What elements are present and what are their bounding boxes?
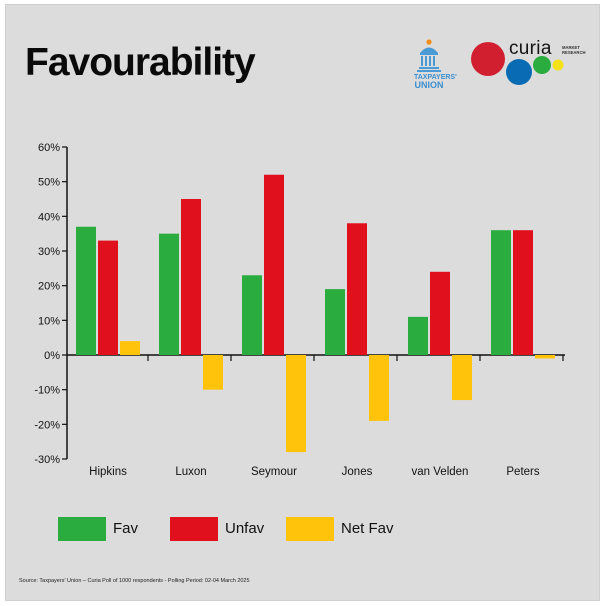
bar-unfav-luxon [181,199,201,355]
page-title: Favourability [25,41,256,84]
x-category-label: Hipkins [89,466,127,478]
legend-swatch-net-fav [286,517,334,541]
x-category-label: Seymour [251,466,297,478]
legend-label-net-fav: Net Fav [341,520,394,537]
curia-circles-icon [471,42,564,85]
y-tick-label: 20% [38,281,60,293]
chart-legend: Fav Unfav Net Fav [58,517,418,543]
curia-subtitle: MARKET RESEARCH [562,45,592,55]
y-tick-label: 60% [38,142,60,154]
taxpayers-logo-line2: UNION [414,80,444,90]
x-category-label: Luxon [175,466,206,478]
curia-wordmark: curia [509,38,552,59]
legend-swatch-unfav [170,517,218,541]
source-note: Source: Taxpayers' Union – Curia Poll of… [19,578,250,584]
bar-net-fav-jones [369,355,389,421]
bar-net-fav-hipkins [120,341,140,355]
y-tick-label: 40% [38,211,60,223]
bar-unfav-van-velden [430,271,450,355]
y-tick-label: 30% [38,246,60,258]
x-category-label: van Velden [412,466,469,478]
curia-sub-line1: MARKET [562,45,580,50]
bar-unfav-peters [513,230,533,355]
bar-fav-luxon [159,233,179,355]
bar-fav-hipkins [76,226,96,355]
bar-unfav-jones [347,223,367,355]
y-tick-label: -30% [34,454,60,466]
curia-logo: curia MARKET RESEARCH [471,38,592,93]
legend-label-fav: Fav [113,520,139,537]
legend-label-unfav: Unfav [225,520,265,537]
bar-unfav-hipkins [98,240,118,355]
building-icon [417,39,441,72]
bar-net-fav-van-velden [452,355,472,401]
bar-fav-seymour [242,275,262,355]
taxpayers-union-logo: TAXPAYERS' UNION [414,39,457,91]
y-tick-label: 10% [38,315,60,327]
y-tick-label: -10% [34,385,60,397]
bar-fav-peters [491,230,511,355]
x-category-label: Peters [506,466,539,478]
curia-sub-line2: RESEARCH [562,50,586,55]
y-tick-label: 0% [44,350,60,362]
bar-unfav-seymour [264,174,284,355]
bar-net-fav-seymour [286,355,306,453]
x-category-label: Jones [342,466,373,478]
bar-fav-van-velden [408,316,428,355]
y-tick-label: -20% [34,419,60,431]
bar-fav-jones [325,289,345,355]
bar-net-fav-luxon [203,355,223,390]
y-tick-label: 50% [38,177,60,189]
legend-swatch-fav [58,517,106,541]
bar-net-fav-peters [535,355,555,359]
taxpayers-logo-line1: TAXPAYERS' [414,74,457,81]
